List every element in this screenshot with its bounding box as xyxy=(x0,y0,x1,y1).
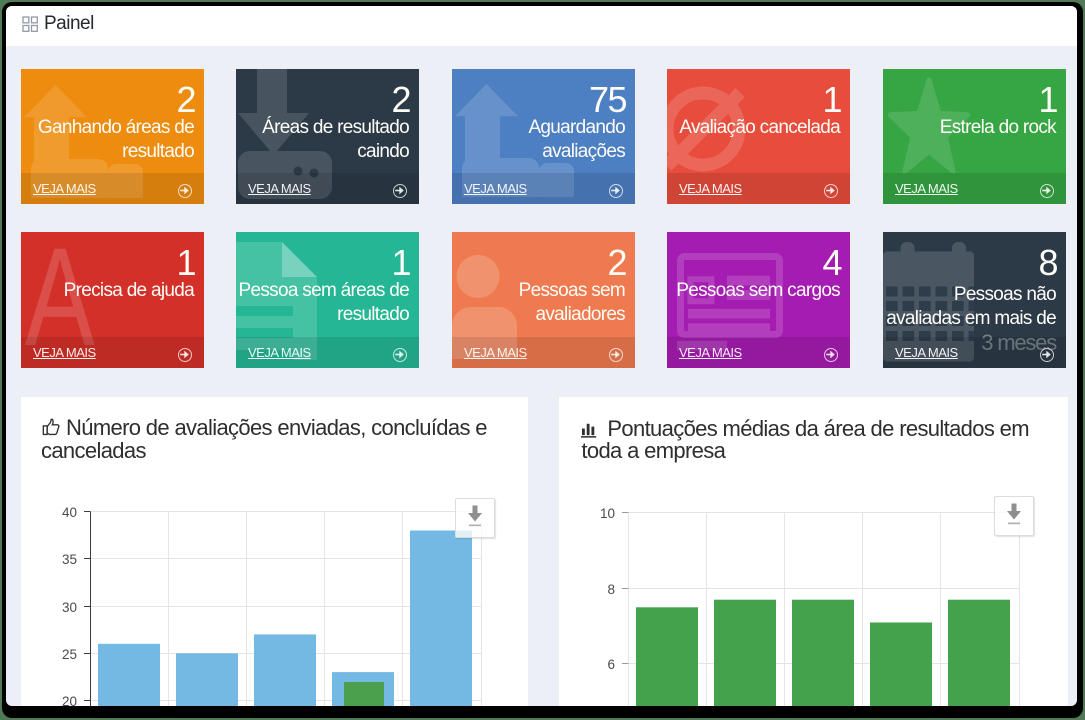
svg-text:8: 8 xyxy=(607,582,615,597)
svg-text:40: 40 xyxy=(62,505,77,520)
svg-text:25: 25 xyxy=(62,647,77,662)
svg-text:20: 20 xyxy=(62,694,77,706)
svg-text:10: 10 xyxy=(600,506,615,521)
svg-text:30: 30 xyxy=(62,600,77,615)
svg-text:35: 35 xyxy=(62,552,77,567)
svg-text:6: 6 xyxy=(607,657,615,672)
svg-text:A: A xyxy=(25,232,95,357)
